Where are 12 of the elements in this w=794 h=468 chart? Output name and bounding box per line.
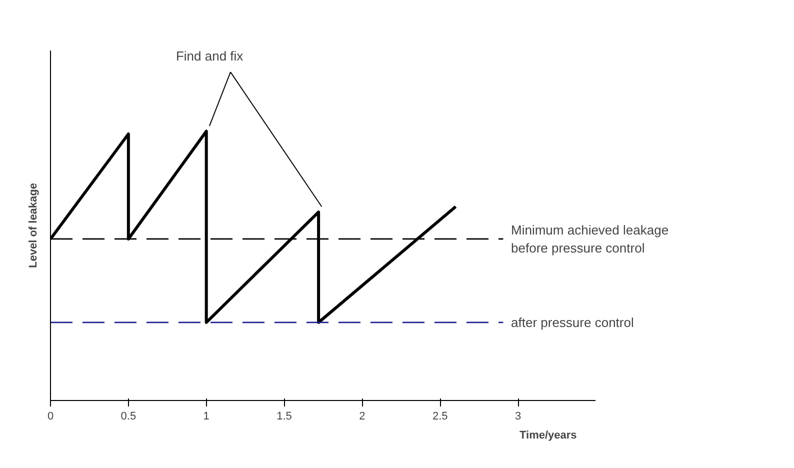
x-tick-label: 1.5 [276, 410, 292, 422]
x-tick-label: 0.5 [120, 410, 136, 422]
x-tick-label: 2 [359, 410, 366, 422]
x-tick-label: 3 [514, 410, 522, 422]
x-tick-label: 1 [203, 410, 210, 422]
text: Find and fix [176, 48, 244, 64]
ref-line-label: after pressure control [511, 314, 634, 330]
x-tick-label: 0 [47, 410, 54, 422]
x-axis-title: Time/years [520, 430, 577, 442]
y-axis-title: Level of leakage [28, 182, 40, 268]
x-tick-label: 2.5 [432, 410, 448, 422]
ref-line-label: Minimum achieved leakage before pressure control [511, 222, 669, 256]
